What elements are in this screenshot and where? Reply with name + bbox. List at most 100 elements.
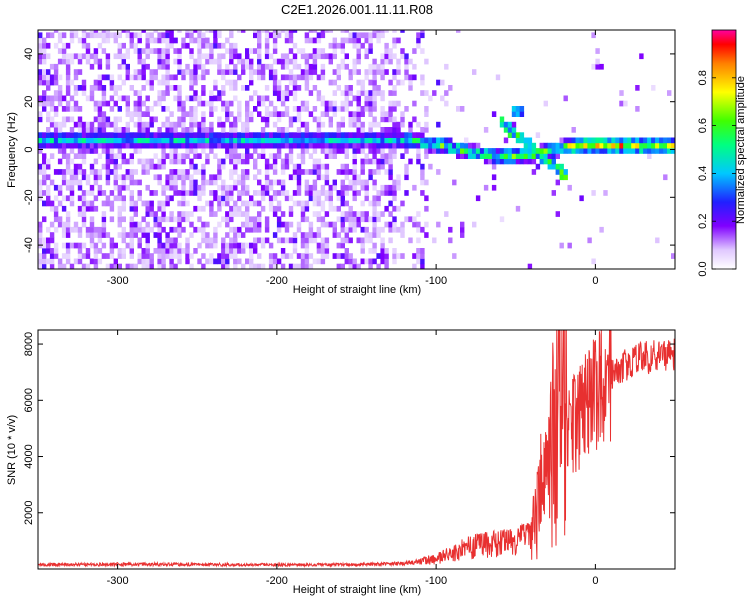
heatmap-cell <box>141 248 146 254</box>
heatmap-cell <box>217 205 222 212</box>
heatmap-cell <box>225 111 230 117</box>
heatmap-cell <box>591 137 596 144</box>
heatmap-cell <box>280 63 286 70</box>
heatmap-cell <box>316 90 322 96</box>
heatmap-cell <box>233 232 238 238</box>
heatmap-cell <box>165 179 170 186</box>
heatmap-cell <box>284 85 290 91</box>
heatmap-cell <box>201 221 206 228</box>
heatmap-cell <box>42 258 47 265</box>
heatmap-cell <box>245 226 250 233</box>
heatmap-cell <box>121 158 126 165</box>
heatmap-cell <box>42 263 47 269</box>
heatmap-cell <box>129 37 134 44</box>
heatmap-cell <box>384 116 389 123</box>
heatmap-cell <box>221 190 226 196</box>
heatmap-cell <box>165 237 170 244</box>
heatmap-cell <box>380 142 385 149</box>
heatmap-cell <box>125 232 130 238</box>
heatmap-cell <box>400 153 405 159</box>
heatmap-cell <box>141 226 146 233</box>
heatmap-cell <box>93 169 99 175</box>
heatmap-cell <box>221 85 226 91</box>
heatmap-cell <box>253 190 258 196</box>
heatmap-cell <box>197 53 202 60</box>
heatmap-cell <box>587 142 592 149</box>
heatmap-cell <box>276 32 282 39</box>
heatmap-cell <box>77 195 83 202</box>
heatmap-cell <box>42 169 47 175</box>
heatmap-cell <box>344 237 349 244</box>
heatmap-cell <box>129 169 134 175</box>
heatmap-cell <box>376 30 381 33</box>
heatmap-cell <box>157 179 162 186</box>
heatmap-cell <box>412 116 417 123</box>
heatmap-cell <box>233 137 238 144</box>
heatmap-cell <box>276 85 282 91</box>
heatmap-cell <box>165 195 170 202</box>
heatmap-cell <box>424 148 429 154</box>
heatmap-cell <box>408 216 413 223</box>
heatmap-cell <box>38 116 43 123</box>
heatmap-cell <box>149 258 154 265</box>
heatmap-cell <box>360 216 365 223</box>
heatmap-cell <box>121 195 126 202</box>
heatmap-cell <box>300 158 306 165</box>
heatmap-cell <box>169 132 174 138</box>
heatmap-cell <box>181 200 186 207</box>
heatmap-cell <box>583 137 588 144</box>
heatmap-cell <box>249 142 254 149</box>
heatmap-cell <box>424 127 429 133</box>
heatmap-cell <box>555 163 560 170</box>
heatmap-cell <box>169 32 174 39</box>
heatmap-cell <box>392 106 397 112</box>
heatmap-cell <box>97 184 103 191</box>
heatmap-cell <box>209 258 214 265</box>
heatmap-cell <box>336 142 341 149</box>
heatmap-cell <box>121 142 126 149</box>
heatmap-cell <box>360 42 365 49</box>
heatmap-cell <box>416 226 421 233</box>
heatmap-cell <box>189 95 194 102</box>
heatmap-cell <box>225 184 230 191</box>
heatmap-cell <box>161 226 166 233</box>
heatmap-cell <box>356 221 361 228</box>
heatmap-cell <box>388 153 393 159</box>
heatmap-cell <box>260 74 266 81</box>
heatmap-cell <box>352 132 357 138</box>
heatmap-cell <box>42 163 47 170</box>
heatmap-cell <box>316 158 322 165</box>
heatmap-cell <box>61 142 67 149</box>
heatmap-cell <box>384 48 389 54</box>
heatmap-cell <box>384 127 389 133</box>
heatmap-cell <box>233 163 238 170</box>
heatmap-cell <box>392 226 397 233</box>
heatmap-cell <box>396 179 401 186</box>
heatmap-cell <box>145 95 150 102</box>
heatmap-cell <box>257 237 262 244</box>
heatmap-cell <box>595 142 600 149</box>
heatmap-cell <box>137 106 142 112</box>
heatmap-cell <box>257 32 262 39</box>
heatmap-cell <box>316 53 322 60</box>
heatmap-cell <box>384 190 389 196</box>
heatmap-cell <box>185 216 190 223</box>
heatmap-cell <box>268 205 274 212</box>
heatmap-cell <box>412 137 417 144</box>
heatmap-cell <box>340 237 345 244</box>
heatmap-cell <box>420 142 425 149</box>
heatmap-cell <box>312 190 318 196</box>
heatmap-cell <box>372 106 377 112</box>
heatmap-cell <box>137 37 142 44</box>
heatmap-cell <box>328 53 333 60</box>
heatmap-cell <box>400 132 405 138</box>
heatmap-cell <box>129 32 134 39</box>
heatmap-cell <box>316 200 322 207</box>
heatmap-cell <box>539 153 544 159</box>
y-tick-label: 6000 <box>23 388 35 412</box>
heatmap-cell <box>93 148 99 154</box>
heatmap-cell <box>328 100 333 107</box>
heatmap-cell <box>193 142 198 149</box>
heatmap-cell <box>392 148 397 154</box>
